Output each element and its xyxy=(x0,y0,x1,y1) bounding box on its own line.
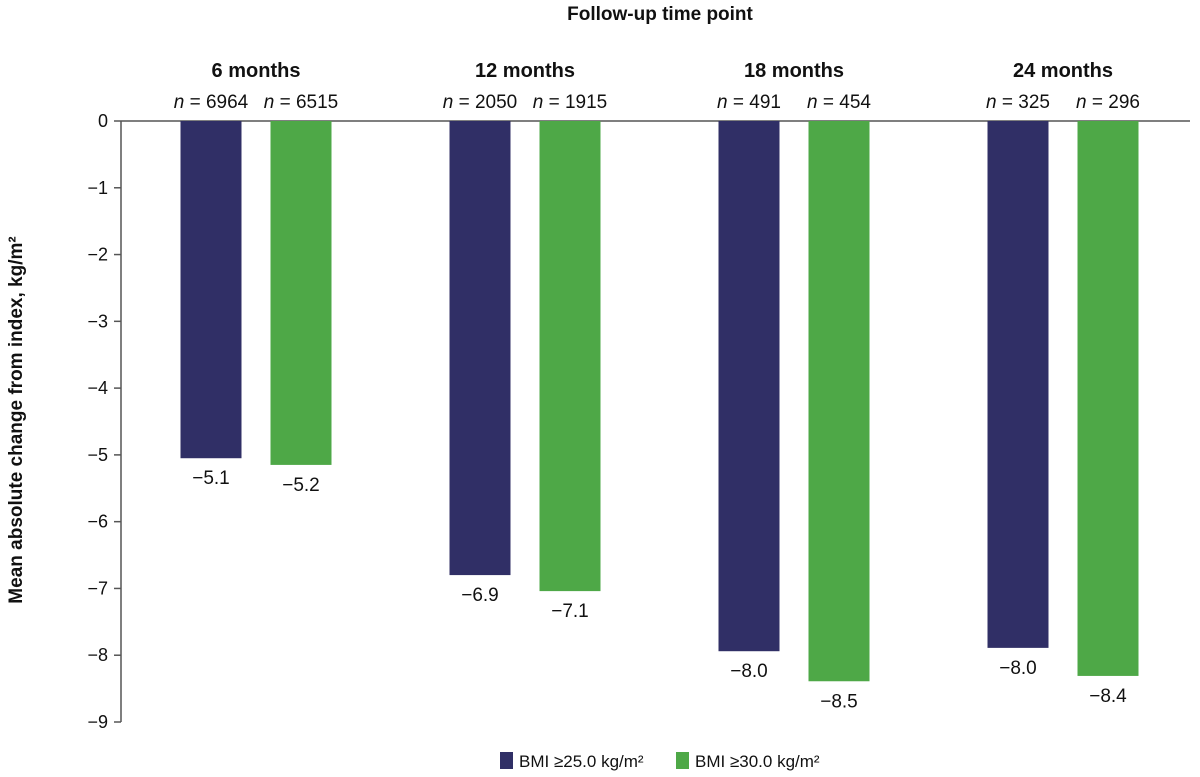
legend: BMI ≥25.0 kg/m² BMI ≥30.0 kg/m² xyxy=(500,752,820,771)
y-tick-label: −3 xyxy=(87,311,108,331)
bar xyxy=(270,121,332,465)
bar-value-label: −8.0 xyxy=(730,661,768,682)
y-tick-label: −4 xyxy=(87,378,108,398)
sample-size-label: n = 325 xyxy=(986,92,1050,113)
y-tick-label: −9 xyxy=(87,712,108,732)
sample-size-label: n = 1915 xyxy=(533,92,608,113)
chart-title: Follow-up time point xyxy=(567,4,753,25)
y-axis-label: Mean absolute change from index, kg/m² xyxy=(6,236,27,603)
y-tick-label: −1 xyxy=(87,178,108,198)
y-tick-label: −7 xyxy=(87,578,108,598)
category-label: 18 months xyxy=(744,60,844,82)
bar xyxy=(808,121,870,682)
legend-item: BMI ≥25.0 kg/m² xyxy=(500,752,644,771)
bar-group: 6 months n = 6964 −5.1 n = 6515 −5.2 xyxy=(174,60,339,496)
bar-value-label: −7.1 xyxy=(551,601,589,622)
bar xyxy=(539,121,601,592)
bar-value-label: −6.9 xyxy=(461,585,499,606)
sample-size-label: n = 296 xyxy=(1076,92,1140,113)
y-tick-label: −8 xyxy=(87,645,108,665)
legend-swatch xyxy=(676,752,689,769)
y-tick-label: −5 xyxy=(87,445,108,465)
bar-group: 24 months n = 325 −8.0 n = 296 −8.4 xyxy=(986,60,1140,707)
sample-size-label: n = 2050 xyxy=(443,92,518,113)
y-tick-label: −6 xyxy=(87,512,108,532)
category-label: 24 months xyxy=(1013,60,1113,82)
bar xyxy=(718,121,780,652)
bar-value-label: −8.5 xyxy=(820,691,858,712)
bar-group: 12 months n = 2050 −6.9 n = 1915 −7.1 xyxy=(443,60,608,622)
y-tick-label: −2 xyxy=(87,245,108,265)
bar-value-label: −8.4 xyxy=(1089,686,1127,707)
y-tick-label: 0 xyxy=(98,111,108,131)
bar-value-label: −8.0 xyxy=(999,658,1037,679)
sample-size-label: n = 6964 xyxy=(174,92,249,113)
bar xyxy=(449,121,511,576)
bar xyxy=(987,121,1049,648)
bar-value-label: −5.2 xyxy=(282,475,320,496)
sample-size-label: n = 454 xyxy=(807,92,871,113)
legend-swatch xyxy=(500,752,513,769)
bars-layer: 6 months n = 6964 −5.1 n = 6515 −5.2 12 month… xyxy=(174,60,1140,712)
bar xyxy=(180,121,242,459)
category-label: 6 months xyxy=(212,60,301,82)
legend-item: BMI ≥30.0 kg/m² xyxy=(676,752,820,771)
sample-size-label: n = 6515 xyxy=(264,92,339,113)
sample-size-label: n = 491 xyxy=(717,92,781,113)
bar-group: 18 months n = 491 −8.0 n = 454 −8.5 xyxy=(717,60,871,712)
bar-value-label: −5.1 xyxy=(192,468,230,489)
category-label: 12 months xyxy=(475,60,575,82)
legend-label: BMI ≥25.0 kg/m² xyxy=(519,752,644,771)
bar xyxy=(1077,121,1139,676)
legend-label: BMI ≥30.0 kg/m² xyxy=(695,752,820,771)
